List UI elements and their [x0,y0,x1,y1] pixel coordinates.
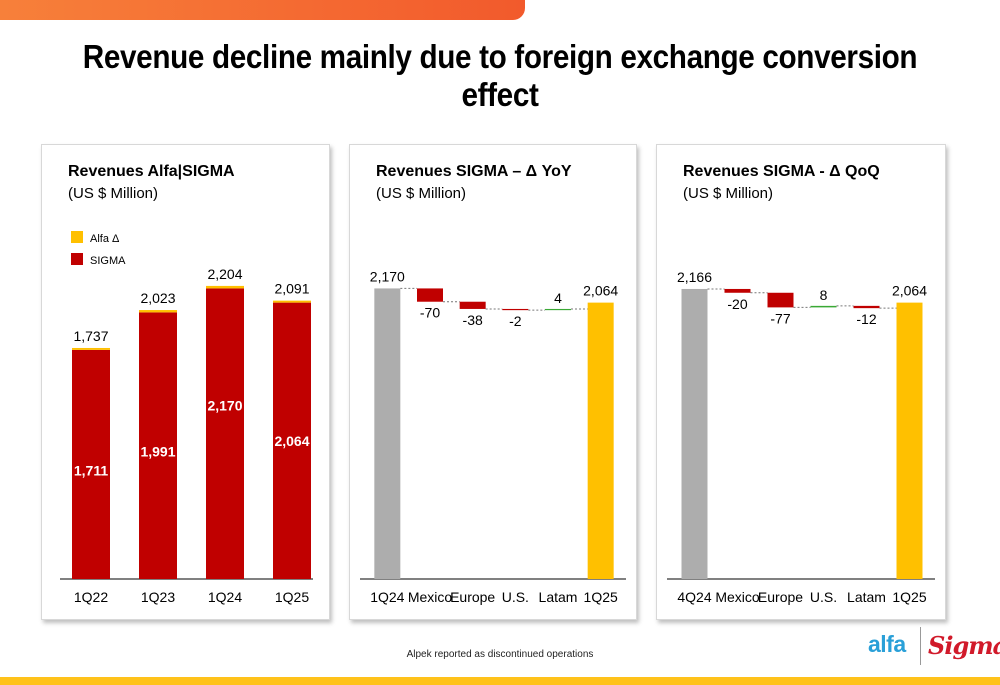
bar-delta-negative [853,305,880,309]
x-tick-label: Europe [758,589,803,605]
bar-alfa-delta [139,310,177,313]
bar-alfa-delta [206,285,244,289]
legend-swatch-sigma [71,253,83,265]
bar-delta-positive [545,308,571,311]
data-label-total: 2,204 [207,266,242,282]
bar-sigma [139,312,177,579]
data-label-total: 2,064 [583,283,618,299]
bar-delta-negative [459,301,486,309]
page-title: Revenue decline mainly due to foreign ex… [82,38,918,113]
bar-sigma [206,288,244,579]
chart-sigma-yoy-waterfall: 2,170 1Q24 -70 Mexico -38 Europe -2 U.S. 4 Latam 2… [360,268,626,605]
data-label-total: 2,064 [892,283,927,299]
chart-panel-sigma-yoy: Revenues SIGMA – Δ YoY (US $ Million) 2,… [349,144,637,620]
x-tick-label: U.S. [810,589,837,605]
x-tick-label: 1Q25 [275,589,309,605]
data-label-sigma: 2,170 [207,398,242,414]
bar-delta-positive [810,305,837,308]
bar-delta-negative [502,308,529,311]
chart-subtitle: (US $ Million) [683,185,774,202]
bottom-accent-bar [0,677,1000,685]
data-label-sigma: 1,991 [140,444,175,460]
x-tick-label: 1Q25 [584,589,618,605]
footnote: Alpek reported as discontinued operation… [406,649,594,660]
chart-panel-revenues-alfa-sigma: Revenues Alfa|SIGMA (US $ Million) Alfa … [41,144,330,620]
chart-title: Revenues Alfa|SIGMA [68,163,235,180]
sigma-logo: Sigma [928,631,1000,660]
alfa-logo: alfa [868,631,906,657]
data-label-total: 1,737 [73,328,108,344]
chart-title: Revenues SIGMA – Δ YoY [376,163,572,180]
chart-panel-sigma-qoq: Revenues SIGMA - Δ QoQ (US $ Million) 2,… [656,144,946,620]
data-label-sigma: 1,711 [74,462,108,478]
bar-total [374,288,401,579]
data-label-delta: -77 [770,310,790,326]
data-label-total: 2,170 [370,268,405,284]
bar-sigma [273,302,311,579]
x-tick-label: Europe [450,589,495,605]
x-tick-label: Mexico [715,589,760,605]
company-logos: alfa Sigma [858,625,1000,669]
chart-revenues-alfa-sigma: Alfa Δ SIGMA 1,711 1,737 1Q22 1,991 2,023 1Q23 2… [60,231,313,605]
bar-delta-negative [724,288,751,293]
x-tick-label: U.S. [502,589,529,605]
data-label-delta: -20 [727,296,747,312]
bar-total [681,288,708,579]
data-label-total: 2,091 [274,281,309,297]
data-label-delta: 4 [554,290,562,306]
data-label-delta: -12 [856,311,876,327]
x-tick-label: Latam [539,589,578,605]
legend-label-sigma: SIGMA [90,255,126,267]
x-tick-label: 1Q23 [141,589,175,605]
x-tick-label: 4Q24 [677,589,711,605]
chart-title: Revenues SIGMA - Δ QoQ [683,163,880,180]
chart-sigma-qoq-waterfall: 2,166 4Q24 -20 Mexico -77 Europe 8 U.S. -12 Latam… [667,269,935,605]
top-accent-bar [0,0,525,20]
x-tick-label: Latam [847,589,886,605]
data-label-sigma: 2,064 [274,433,309,449]
data-label-delta: -38 [463,312,483,328]
data-label-total: 2,166 [677,269,712,285]
x-tick-label: 1Q25 [892,589,926,605]
bar-total [896,302,923,579]
bar-sigma [72,349,110,579]
data-label-delta: -2 [509,313,522,329]
chart-subtitle: (US $ Million) [376,185,467,202]
bar-alfa-delta [72,347,110,350]
data-label-delta: -70 [420,305,440,321]
data-label-delta: 8 [820,287,828,303]
chart-subtitle: (US $ Million) [68,185,159,202]
bar-delta-negative [767,292,794,308]
logo-divider [920,627,921,665]
x-tick-label: Mexico [408,589,453,605]
x-tick-label: 1Q24 [370,589,404,605]
x-tick-label: 1Q24 [208,589,242,605]
data-label-total: 2,023 [140,290,175,306]
bar-delta-negative [417,288,443,302]
legend-swatch-alfa [71,231,83,243]
bar-alfa-delta [273,300,311,303]
x-tick-label: 1Q22 [74,589,108,605]
bar-total [587,302,614,579]
legend-label-alfa: Alfa Δ [90,233,120,245]
